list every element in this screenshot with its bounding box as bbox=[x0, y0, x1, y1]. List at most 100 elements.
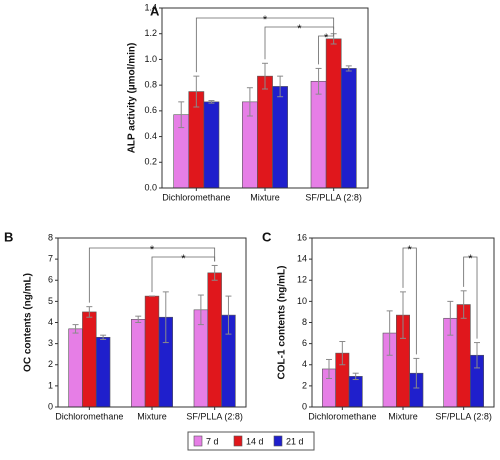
x-tick-label: SF/PLLA (2:8) bbox=[435, 411, 492, 421]
error-bar bbox=[193, 75, 200, 108]
y-axis-label: ALP activity (µmol/min) bbox=[127, 43, 138, 154]
error-bar bbox=[208, 100, 215, 104]
y-tick-label: 2 bbox=[48, 359, 53, 369]
error-bar bbox=[277, 75, 284, 98]
plot-frame bbox=[57, 237, 247, 408]
significance-label: * bbox=[324, 32, 329, 44]
legend-swatch bbox=[193, 435, 203, 447]
bar bbox=[257, 75, 273, 189]
significance-label: * bbox=[468, 253, 473, 265]
y-tick-label: 5 bbox=[48, 296, 53, 306]
legend-swatch bbox=[233, 435, 243, 447]
y-tick-label: 1.2 bbox=[144, 28, 157, 38]
panel-label: B bbox=[4, 229, 13, 244]
significance-label: * bbox=[150, 244, 155, 256]
y-tick-label: 2 bbox=[302, 380, 307, 390]
y-tick-label: 12 bbox=[297, 275, 307, 285]
y-tick-label: 0.8 bbox=[144, 80, 157, 90]
bar bbox=[68, 328, 83, 408]
significance-bracket bbox=[402, 247, 417, 355]
y-axis-label: COL-1 contents (ng/mL) bbox=[277, 266, 288, 380]
error-bar bbox=[325, 358, 332, 379]
y-tick-label: 1.4 bbox=[144, 2, 157, 12]
y-tick-label: 0.2 bbox=[144, 157, 157, 167]
bar bbox=[144, 295, 160, 408]
x-tick-label: Dichloromethane bbox=[55, 411, 123, 421]
error-bar bbox=[262, 62, 268, 90]
x-tick-label: Dichloromethane bbox=[308, 411, 376, 421]
y-tick-label: 8 bbox=[302, 317, 307, 327]
y-tick-label: 6 bbox=[302, 338, 307, 348]
error-bar bbox=[413, 357, 420, 389]
error-bar bbox=[345, 65, 352, 72]
y-tick-label: 3 bbox=[48, 338, 53, 348]
error-bar bbox=[339, 341, 346, 366]
bar bbox=[207, 272, 222, 408]
plot-frame bbox=[311, 237, 495, 408]
bar bbox=[272, 86, 288, 189]
error-bar bbox=[135, 315, 142, 323]
legend-label: 7 d bbox=[206, 436, 219, 446]
error-bar bbox=[246, 87, 253, 117]
y-tick-label: 4 bbox=[48, 317, 53, 327]
x-tick-label: Mixture bbox=[388, 411, 418, 421]
bar bbox=[340, 68, 357, 189]
significance-bracket bbox=[264, 26, 335, 60]
y-tick-label: 14 bbox=[297, 254, 307, 264]
significance-bracket bbox=[463, 256, 478, 339]
significance-bracket bbox=[195, 17, 335, 73]
error-bar bbox=[386, 310, 393, 356]
y-tick-label: 0 bbox=[302, 401, 307, 411]
significance-label: * bbox=[408, 244, 413, 256]
y-tick-label: 0.4 bbox=[144, 131, 157, 141]
panel-label: A bbox=[150, 3, 160, 18]
panel-label: C bbox=[262, 229, 272, 244]
y-tick-label: 10 bbox=[297, 296, 307, 306]
error-bar bbox=[100, 334, 107, 340]
error-bar bbox=[211, 264, 218, 281]
error-bar bbox=[86, 306, 93, 318]
y-tick-label: 0.6 bbox=[144, 105, 157, 115]
legend-frame bbox=[187, 431, 315, 451]
legend: 7 d 14 d 21 d bbox=[187, 431, 315, 451]
y-tick-label: 4 bbox=[302, 359, 307, 369]
significance-bracket bbox=[151, 256, 216, 293]
bar bbox=[82, 311, 97, 408]
bar bbox=[95, 336, 111, 408]
plot-frame bbox=[161, 7, 369, 189]
error-bar bbox=[460, 290, 467, 319]
x-tick-label: Mixture bbox=[250, 192, 280, 202]
significance-label: * bbox=[297, 23, 302, 35]
bar bbox=[131, 319, 146, 408]
error-bar bbox=[197, 294, 204, 326]
significance-bracket bbox=[88, 247, 216, 303]
error-bar bbox=[72, 324, 79, 334]
error-bar bbox=[225, 295, 232, 335]
y-tick-label: 8 bbox=[48, 232, 53, 242]
y-axis-label: OC contents (ng/mL) bbox=[23, 273, 34, 372]
x-tick-label: SF/PLLA (2:8) bbox=[186, 411, 243, 421]
legend-label: 21 d bbox=[286, 436, 304, 446]
error-bar bbox=[178, 101, 185, 129]
y-tick-label: 0 bbox=[48, 401, 53, 411]
significance-label: * bbox=[263, 14, 268, 26]
x-tick-label: Dichloromethane bbox=[162, 192, 230, 202]
significance-bracket bbox=[318, 29, 335, 65]
y-tick-label: 16 bbox=[297, 232, 307, 242]
significance-label: * bbox=[181, 253, 186, 265]
error-bar bbox=[315, 67, 322, 95]
error-bar bbox=[474, 342, 481, 369]
y-tick-label: 0.0 bbox=[144, 182, 157, 192]
y-tick-label: 7 bbox=[48, 254, 53, 264]
error-bar bbox=[447, 300, 454, 336]
error-bar bbox=[400, 291, 406, 339]
error-bar bbox=[352, 372, 359, 381]
legend-swatch bbox=[273, 435, 283, 447]
bar bbox=[203, 101, 220, 189]
error-bar bbox=[162, 291, 169, 344]
bar bbox=[456, 304, 471, 408]
bar bbox=[325, 38, 342, 189]
x-tick-label: Mixture bbox=[137, 411, 167, 421]
